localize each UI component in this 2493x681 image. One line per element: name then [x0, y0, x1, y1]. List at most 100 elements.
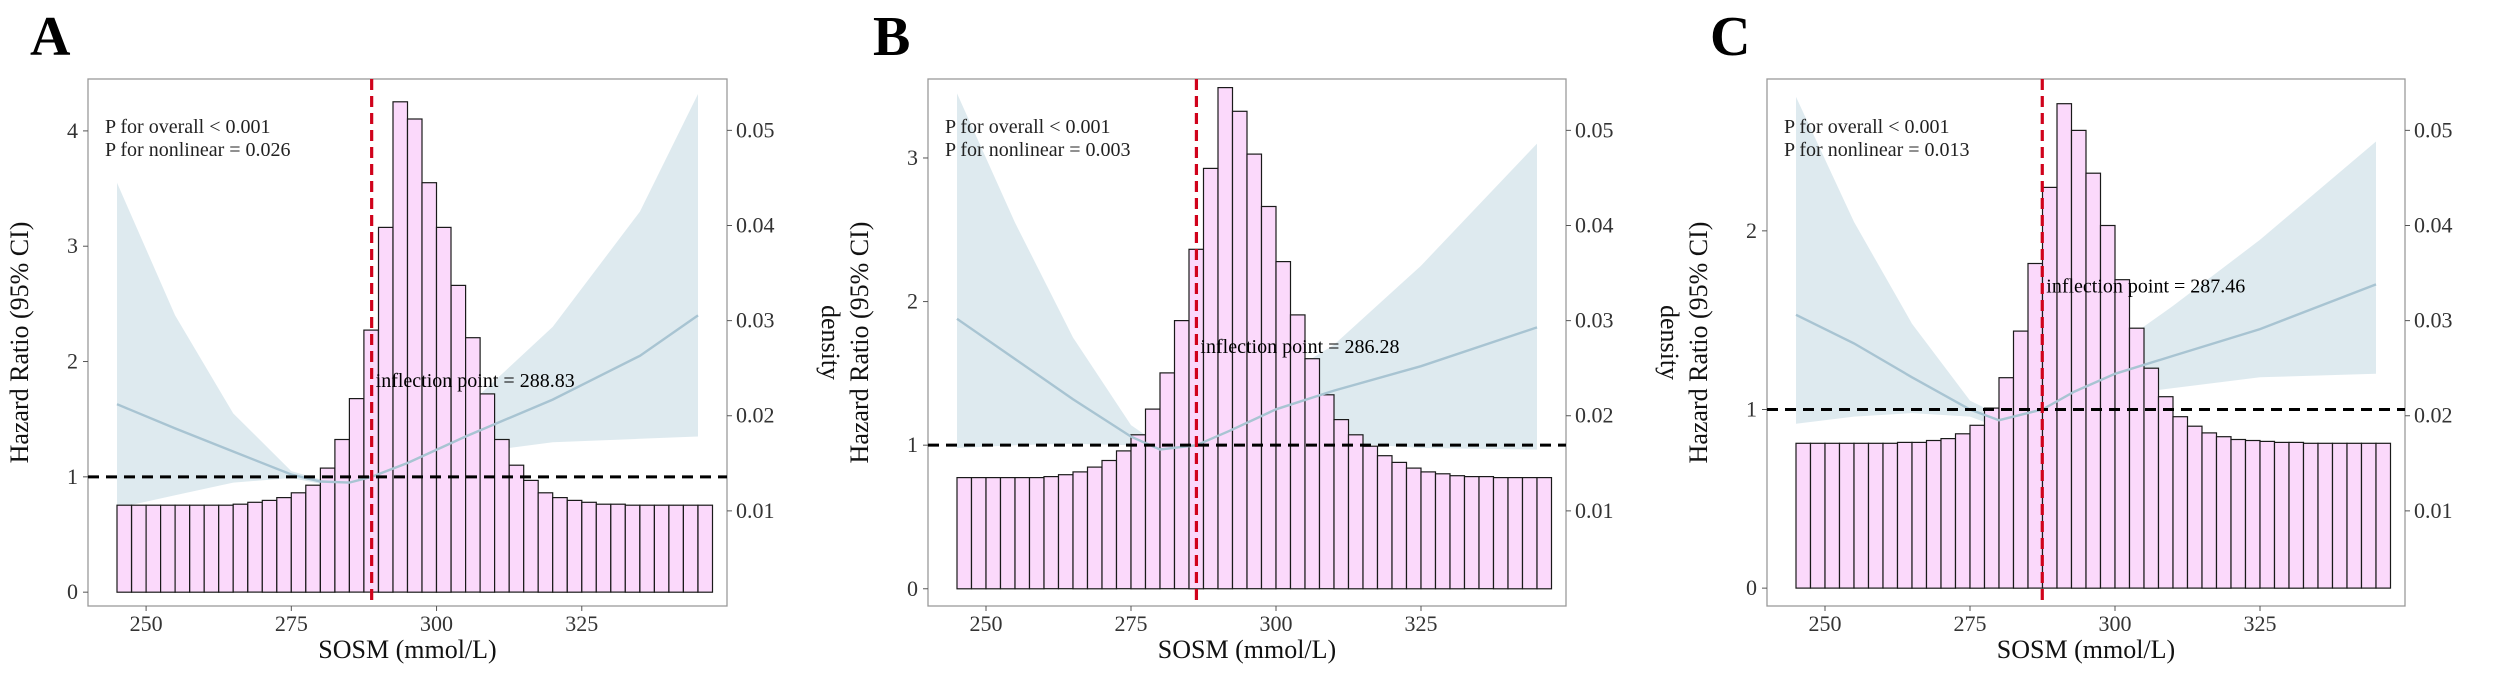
density-bar [334, 438, 350, 593]
density-bar [435, 226, 452, 593]
density-bar [2259, 440, 2276, 589]
density-bar [392, 101, 409, 593]
y2-tick-label: 0.02 [736, 403, 775, 428]
x-tick-label: 275 [1954, 611, 1987, 636]
x-tick-label: 300 [2099, 611, 2132, 636]
density-bar [2201, 432, 2218, 589]
density-bar [1318, 394, 1335, 590]
density-bar [116, 504, 133, 593]
density-bar [2273, 441, 2290, 589]
density-bar [1853, 442, 1870, 589]
density-bar [1420, 471, 1437, 590]
y2-tick-label: 0.04 [2414, 212, 2453, 237]
y-axis-title: Hazard Ratio (95% CI) [1684, 222, 1713, 464]
density-bars [1795, 103, 2392, 589]
density-bar [2012, 330, 2029, 589]
density-bar [2070, 129, 2087, 589]
density-bar [2302, 442, 2319, 589]
confidence-band [117, 94, 698, 508]
density-bar [406, 118, 423, 593]
x-axis-title: SOSM (mmol/L) [318, 635, 496, 664]
y-axis-title: Hazard Ratio (95% CI) [5, 222, 34, 464]
density-bar [2288, 441, 2305, 589]
x-tick-label: 250 [970, 611, 1003, 636]
density-bar [2317, 442, 2334, 589]
y2-tick-label: 0.05 [2414, 117, 2453, 142]
density-bar [1101, 459, 1118, 590]
density-bar [1954, 433, 1971, 589]
density-bar [305, 484, 321, 593]
density-bar [566, 499, 583, 593]
density-bar [682, 504, 699, 593]
density-bar [610, 503, 626, 593]
y2-tick-label: 0.02 [1575, 403, 1614, 428]
density-bar [1260, 205, 1277, 590]
plot-content [928, 79, 1566, 606]
density-bar [1809, 442, 1826, 589]
x-tick-label: 300 [1260, 611, 1293, 636]
density-bar [1896, 441, 1913, 589]
density-bar [1014, 477, 1031, 590]
plot-area-border [927, 78, 1567, 607]
y-tick-label: 1 [907, 432, 918, 457]
p-nonlinear-annotation: P for nonlinear = 0.026 [105, 139, 291, 161]
inflection-label: inflection point = 287.46 [2046, 275, 2245, 297]
density-bar [595, 503, 612, 593]
y2-axis-title: density [1655, 305, 1684, 380]
y-tick-label: 0 [67, 579, 78, 604]
density-bar [970, 477, 987, 590]
density-bar [1072, 471, 1089, 590]
p-overall-annotation: P for overall < 0.001 [105, 116, 271, 138]
density-bar [1246, 153, 1263, 590]
density-bar [1347, 434, 1364, 590]
plot-area-border [87, 78, 728, 607]
density-bar [985, 477, 1002, 590]
x-tick-label: 250 [130, 611, 163, 636]
density-bar [2172, 416, 2189, 589]
x-tick-label: 325 [2244, 611, 2277, 636]
density-bar [1507, 477, 1524, 590]
density-bar [276, 497, 292, 593]
density-bar [2346, 442, 2363, 589]
y2-tick-label: 0.04 [1575, 212, 1614, 237]
x-tick-label: 300 [420, 611, 453, 636]
density-bar [956, 477, 973, 590]
y-tick-label: 2 [907, 289, 918, 314]
x-tick-label: 275 [275, 611, 308, 636]
y-tick-label: 4 [67, 118, 78, 143]
density-bar [1144, 408, 1161, 590]
y2-tick-label: 0.05 [1575, 117, 1614, 142]
density-bars [116, 101, 714, 593]
y2-tick-label: 0.01 [736, 498, 775, 523]
density-bar [1521, 477, 1538, 590]
density-bar [1478, 476, 1495, 590]
density-bar [1130, 434, 1147, 590]
density-bar [1925, 439, 1942, 589]
x-tick-label: 250 [1809, 611, 1842, 636]
y2-tick-label: 0.05 [736, 117, 775, 142]
density-bar [653, 504, 670, 593]
y2-tick-label: 0.04 [736, 212, 775, 237]
x-axis-title: SOSM (mmol/L) [1158, 635, 1336, 664]
density-bar [145, 504, 162, 593]
density-bar [2041, 186, 2058, 589]
density-bar [1911, 441, 1928, 589]
density-bar [1362, 445, 1379, 590]
density-bar [2331, 442, 2348, 589]
density-bar [1275, 261, 1292, 590]
density-bar [2360, 442, 2377, 589]
y-tick-label: 2 [1746, 218, 1757, 243]
density-bar [319, 467, 336, 593]
density-bar [2375, 442, 2392, 589]
density-bar [1983, 407, 2000, 589]
density-bar [261, 499, 278, 593]
density-bar [1304, 358, 1321, 590]
density-bar [290, 492, 307, 593]
x-tick-label: 325 [565, 611, 598, 636]
p-nonlinear-annotation: P for nonlinear = 0.003 [945, 139, 1131, 161]
density-bar [1057, 474, 1074, 590]
density-bar [1086, 466, 1103, 590]
